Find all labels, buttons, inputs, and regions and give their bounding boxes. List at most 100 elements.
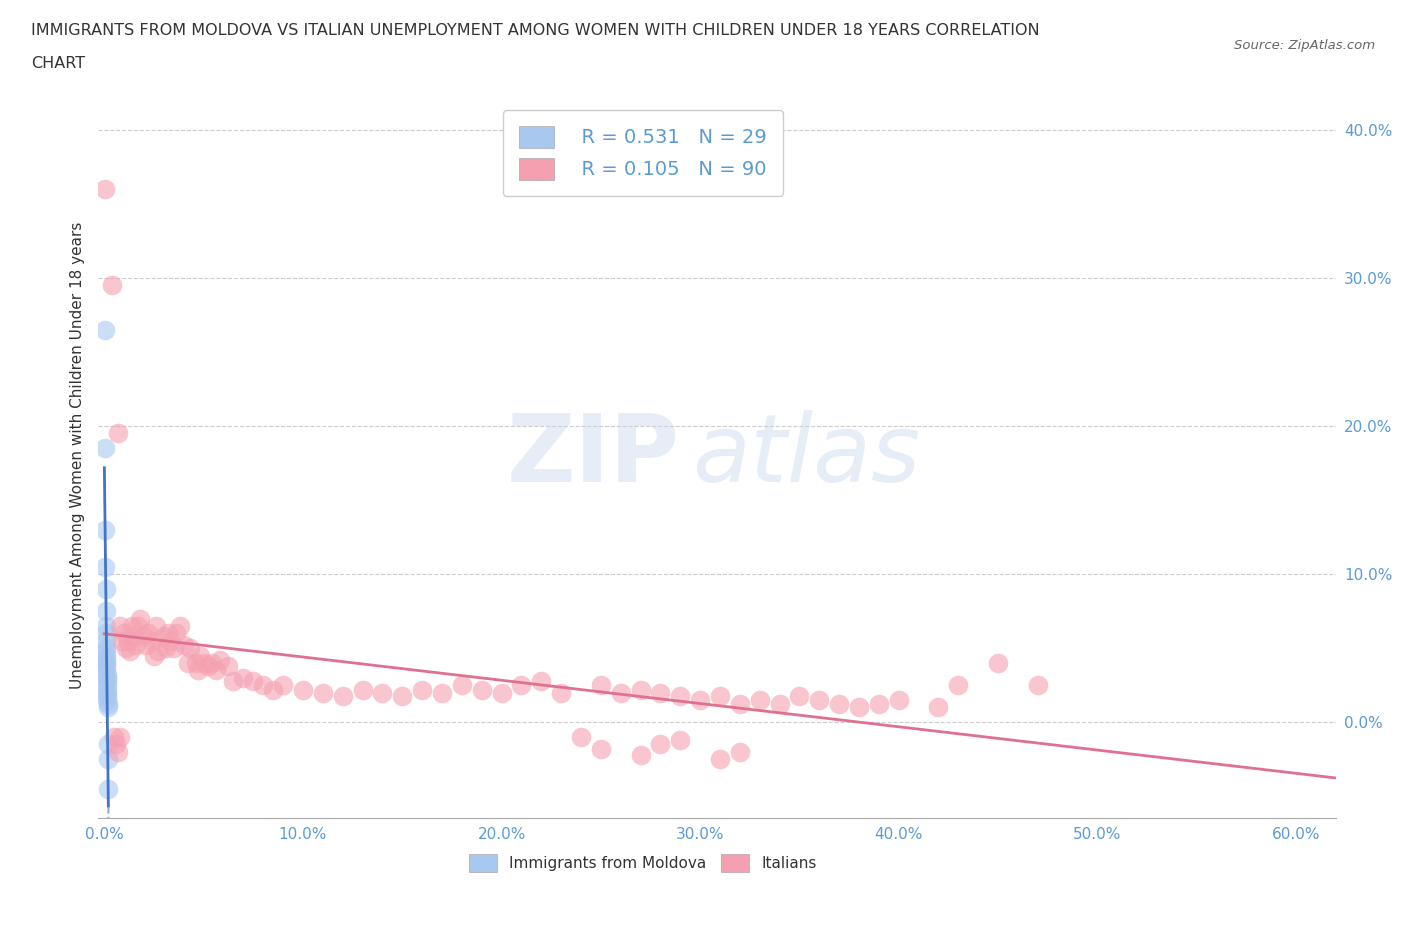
Point xyxy=(94,626,117,641)
Point xyxy=(156,626,179,641)
Point xyxy=(332,688,354,703)
Point xyxy=(163,641,186,656)
Point xyxy=(96,653,118,668)
Point xyxy=(96,658,118,673)
Point xyxy=(430,685,453,700)
Point xyxy=(208,653,231,668)
Point xyxy=(828,697,851,711)
Point xyxy=(96,700,118,715)
Point xyxy=(115,641,138,656)
Point xyxy=(271,678,294,693)
Text: CHART: CHART xyxy=(31,56,84,71)
Point xyxy=(471,683,494,698)
Point xyxy=(204,663,226,678)
Point xyxy=(252,678,274,693)
Point xyxy=(143,648,166,663)
Point xyxy=(201,656,224,671)
Point xyxy=(135,638,157,653)
Point xyxy=(121,618,143,633)
Point xyxy=(122,629,145,644)
Point xyxy=(96,648,118,663)
Point xyxy=(550,685,572,700)
Point xyxy=(96,663,118,678)
Point xyxy=(709,688,731,703)
Point xyxy=(96,668,118,683)
Point xyxy=(609,685,631,700)
Point xyxy=(987,656,1010,671)
Point xyxy=(96,685,118,700)
Point xyxy=(650,737,672,751)
Point xyxy=(94,441,117,456)
Point xyxy=(411,683,433,698)
Point xyxy=(709,751,731,766)
Point xyxy=(136,626,159,641)
Text: ZIP: ZIP xyxy=(508,410,681,501)
Point xyxy=(510,678,533,693)
Point xyxy=(887,693,910,708)
Point xyxy=(97,737,120,751)
Point xyxy=(96,673,118,688)
Point xyxy=(97,781,120,796)
Point xyxy=(232,671,254,685)
Point xyxy=(569,729,592,744)
Point xyxy=(927,700,949,715)
Point xyxy=(94,633,117,648)
Point xyxy=(188,648,211,663)
Point xyxy=(728,697,751,711)
Point xyxy=(669,688,692,703)
Point xyxy=(630,683,652,698)
Point xyxy=(589,678,612,693)
Point xyxy=(94,523,117,538)
Point xyxy=(96,688,118,703)
Point xyxy=(96,678,118,693)
Point xyxy=(94,181,117,196)
Point xyxy=(101,278,124,293)
Point xyxy=(1026,678,1049,693)
Point xyxy=(94,559,117,574)
Point xyxy=(155,641,177,656)
Point xyxy=(110,729,132,744)
Point xyxy=(127,618,149,633)
Point xyxy=(112,626,135,641)
Point xyxy=(94,641,117,656)
Point xyxy=(848,700,870,715)
Point xyxy=(371,685,394,700)
Text: atlas: atlas xyxy=(692,410,921,501)
Point xyxy=(103,729,125,744)
Point xyxy=(808,693,831,708)
Point xyxy=(105,737,128,751)
Point xyxy=(197,658,219,673)
Point xyxy=(96,671,118,685)
Point xyxy=(630,748,652,763)
Point xyxy=(262,683,284,698)
Point xyxy=(728,744,751,759)
Point xyxy=(94,323,117,338)
Point xyxy=(184,656,207,671)
Point xyxy=(132,629,155,644)
Point xyxy=(650,685,672,700)
Point xyxy=(111,633,134,648)
Point xyxy=(217,658,239,673)
Point xyxy=(94,604,117,618)
Point xyxy=(291,683,314,698)
Point xyxy=(789,688,811,703)
Point xyxy=(96,656,118,671)
Point xyxy=(94,618,117,633)
Point xyxy=(391,688,413,703)
Point xyxy=(97,751,120,766)
Point xyxy=(589,741,612,756)
Text: IMMIGRANTS FROM MOLDOVA VS ITALIAN UNEMPLOYMENT AMONG WOMEN WITH CHILDREN UNDER : IMMIGRANTS FROM MOLDOVA VS ITALIAN UNEMP… xyxy=(31,23,1039,38)
Point xyxy=(145,618,167,633)
Point xyxy=(117,633,139,648)
Point xyxy=(146,644,169,658)
Point xyxy=(669,733,692,748)
Point xyxy=(530,673,553,688)
Point xyxy=(96,697,118,711)
Point xyxy=(177,656,200,671)
Point xyxy=(187,663,209,678)
Point xyxy=(141,633,163,648)
Point xyxy=(153,629,176,644)
Point xyxy=(120,644,142,658)
Text: Source: ZipAtlas.com: Source: ZipAtlas.com xyxy=(1234,39,1375,52)
Point xyxy=(107,426,129,441)
